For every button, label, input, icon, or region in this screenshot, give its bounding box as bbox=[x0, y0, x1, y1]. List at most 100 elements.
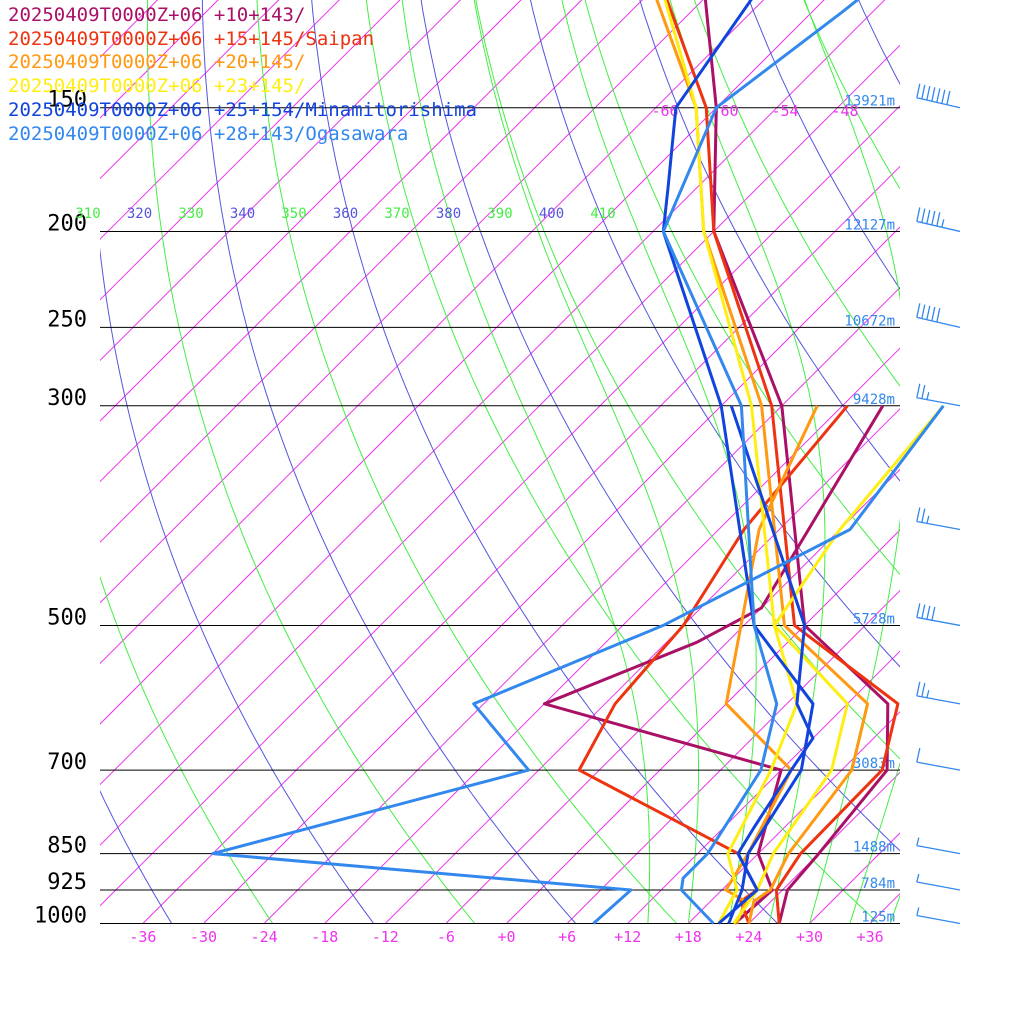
isotherm-line bbox=[687, 711, 900, 924]
theta-label: 400 bbox=[539, 206, 564, 222]
height-label: 784m bbox=[861, 876, 895, 892]
temperature-profile bbox=[661, 0, 860, 925]
isotherm-line bbox=[324, 347, 900, 924]
temperature-tick-label: +0 bbox=[497, 928, 515, 946]
isotherm-line bbox=[100, 0, 886, 786]
legend-entry: 20250409T0000Z+06 +15+145/Saipan bbox=[8, 27, 375, 50]
wind-barb bbox=[916, 873, 961, 891]
isotherm-line bbox=[445, 468, 900, 924]
profiles bbox=[211, 0, 945, 925]
legend-entry: 20250409T0000Z+06 +10+143/ bbox=[8, 4, 306, 26]
theta-label: 320 bbox=[127, 206, 152, 222]
isotherm-line bbox=[931, 0, 1024, 923]
pressure-label: 700 bbox=[47, 750, 87, 775]
height-label: 12127m bbox=[844, 217, 895, 233]
pressure-label: 925 bbox=[47, 870, 87, 895]
wind-barb bbox=[916, 837, 961, 855]
wind-barb bbox=[916, 207, 961, 233]
height-label: 125m bbox=[861, 910, 895, 926]
isotherm-line bbox=[627, 650, 900, 924]
pressure-label: 250 bbox=[47, 307, 87, 332]
isotherm-line bbox=[991, 0, 1024, 923]
wind-barb bbox=[916, 603, 961, 627]
wind-barb bbox=[916, 681, 961, 705]
dewpoint-profile bbox=[542, 405, 885, 925]
isotherm-line bbox=[506, 529, 900, 924]
temperature-tick-label: -24 bbox=[251, 928, 278, 946]
isotherm-line bbox=[100, 105, 900, 907]
dewpoint-profile bbox=[211, 404, 945, 925]
dry-adiabat bbox=[529, 0, 900, 668]
pressure-label: 850 bbox=[47, 834, 87, 859]
theta-label: 350 bbox=[281, 206, 306, 222]
wind-barbs bbox=[916, 83, 961, 925]
wind-barb bbox=[916, 507, 961, 531]
isobars: 10016343m15013921m20012127m25010672m3009… bbox=[34, 88, 900, 929]
isotherm-line bbox=[203, 226, 900, 924]
temperature-profile bbox=[665, 0, 900, 924]
height-label: 9428m bbox=[853, 392, 895, 408]
dewpoint-profile bbox=[717, 404, 945, 925]
temperature-tick-label: +18 bbox=[675, 928, 702, 946]
isotherm-line bbox=[100, 0, 401, 301]
moist-adiabat bbox=[561, 0, 757, 924]
wind-barb bbox=[916, 907, 961, 925]
upper-temperature-label: -48 bbox=[831, 102, 858, 120]
isotherm-line bbox=[100, 0, 522, 422]
legend-entry: 20250409T0000Z+06 +25+154/Minamitorishim… bbox=[8, 98, 477, 121]
theta-label: 310 bbox=[75, 206, 100, 222]
pressure-label: 500 bbox=[47, 605, 87, 630]
dry-adiabat bbox=[420, 0, 900, 852]
theta-label: 360 bbox=[333, 206, 358, 222]
legend-entry: 20250409T0000Z+06 +20+145/ bbox=[8, 51, 306, 74]
dry-adiabat bbox=[584, 0, 900, 576]
upper-temperature-label: -54 bbox=[771, 102, 798, 120]
temperature-tick-label: +6 bbox=[558, 928, 576, 946]
dewpoint-profile bbox=[717, 405, 815, 925]
temperature-tick-label: -6 bbox=[437, 928, 455, 946]
temperature-profile bbox=[663, 0, 849, 925]
legend-entry: 20250409T0000Z+06 +28+143/Ogasawara bbox=[8, 122, 409, 145]
isotherm-line bbox=[384, 408, 900, 924]
isotherm-line bbox=[100, 44, 900, 846]
isotherm-line bbox=[100, 0, 340, 240]
theta-label: 380 bbox=[436, 206, 461, 222]
theta-label: 390 bbox=[487, 206, 512, 222]
dry-adiabat bbox=[935, 0, 1024, 923]
moist-adiabat bbox=[473, 0, 699, 924]
wind-barb bbox=[916, 747, 961, 771]
isotherm-line bbox=[100, 0, 704, 604]
isotherm-line bbox=[100, 0, 583, 483]
temperature-tick-label: -12 bbox=[372, 928, 399, 946]
isotherm-line bbox=[100, 0, 643, 543]
isotherm-line bbox=[566, 589, 900, 924]
temperature-tick-label: +36 bbox=[857, 928, 884, 946]
wind-barb bbox=[916, 83, 961, 109]
dry-adiabat bbox=[858, 0, 900, 85]
theta-label: 410 bbox=[590, 206, 615, 222]
isotherm-line bbox=[100, 0, 280, 180]
pressure-label: 1000 bbox=[34, 904, 87, 929]
height-label: 5728m bbox=[853, 611, 895, 627]
isotherm-line bbox=[100, 0, 765, 665]
temperature-tick-label: -18 bbox=[311, 928, 338, 946]
pressure-label: 300 bbox=[47, 386, 87, 411]
isotherm-line bbox=[100, 0, 825, 725]
dry-adiabat bbox=[883, 0, 1024, 923]
chart-legend: 20250409T0000Z+06 +10+143/20250409T0000Z… bbox=[8, 4, 477, 146]
height-label: 13921m bbox=[844, 94, 895, 110]
wind-barb bbox=[916, 383, 961, 407]
temperature-axis: -36 -30 -24 -18 -12 -6 +0 +6 +12 +18 +24 +30 +36 -66 -… bbox=[75, 102, 883, 946]
pressure-label: 150 bbox=[47, 88, 87, 113]
temperature-tick-label: +30 bbox=[796, 928, 823, 946]
pressure-label: 200 bbox=[47, 211, 87, 236]
upper-temperature-label: -66 bbox=[651, 102, 678, 120]
theta-label: 330 bbox=[178, 206, 203, 222]
dewpoint-profile bbox=[724, 405, 819, 925]
isotherm-line bbox=[263, 286, 900, 924]
theta-label: 370 bbox=[384, 206, 409, 222]
temperature-profile bbox=[703, 0, 890, 924]
isotherm-line bbox=[100, 0, 219, 119]
height-label: 10672m bbox=[844, 313, 895, 329]
